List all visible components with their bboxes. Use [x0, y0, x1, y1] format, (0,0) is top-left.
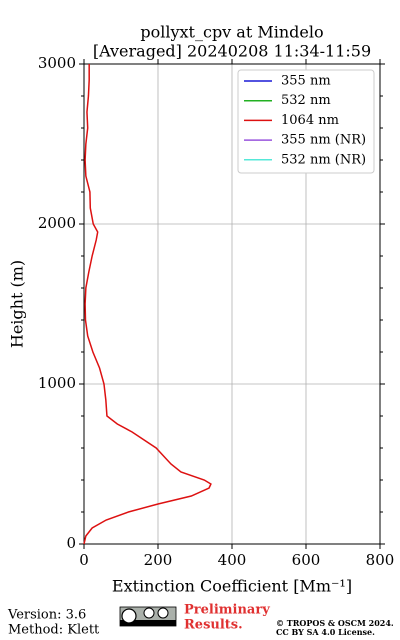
legend-label: 1064 nm	[281, 113, 339, 128]
legend-label: 532 nm (NR)	[281, 152, 366, 167]
y-tick-label: 3000	[38, 54, 76, 72]
x-tick-label: 800	[366, 551, 395, 569]
version: Version: 3.6	[7, 608, 86, 623]
copyright: © TROPOS & OSCM 2024.	[276, 618, 394, 628]
x-tick-label: 200	[144, 551, 173, 569]
chart-title: pollyxt_cpv at Mindelo	[140, 23, 323, 42]
x-tick-label: 400	[218, 551, 247, 569]
plot-frame	[83, 63, 381, 545]
copyright: CC BY SA 4.0 License.	[276, 627, 375, 637]
x-tick-label: 0	[79, 551, 89, 569]
cc-icon	[119, 606, 177, 627]
y-tick-label: 1000	[38, 374, 76, 392]
y-tick-label: 2000	[38, 214, 76, 232]
notice: Preliminary	[184, 603, 270, 618]
y-axis-label: Height (m)	[8, 260, 27, 348]
y-tick-label: 0	[66, 534, 76, 552]
chart-subtitle: [Averaged] 20240208 11:34-11:59	[93, 42, 371, 61]
legend-label: 532 nm	[281, 93, 331, 108]
legend-label: 355 nm (NR)	[281, 133, 366, 148]
x-axis-label: Extinction Coefficient [Mm⁻¹]	[112, 577, 352, 596]
notice: Results.	[184, 618, 243, 633]
x-tick-label: 600	[292, 551, 321, 569]
legend-label: 355 nm	[281, 74, 331, 89]
profile-line	[83, 64, 212, 545]
legend: 355 nm 532 nm 1064 nm 355 nm (NR) 532 nm (NR…	[237, 69, 375, 174]
legend-box	[237, 69, 375, 174]
method: Method: Klett	[8, 623, 100, 638]
